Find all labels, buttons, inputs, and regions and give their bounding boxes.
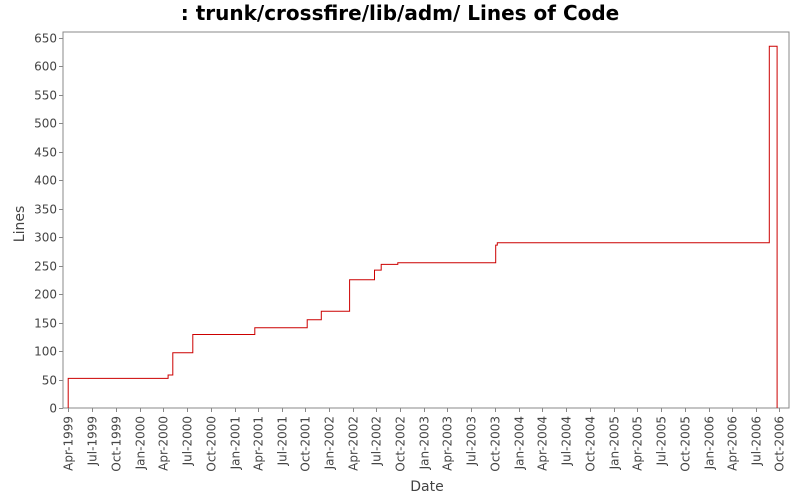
y-tick-label: 450 <box>34 146 57 160</box>
x-tick-label: Apr-2000 <box>157 416 171 471</box>
y-tick-label: 600 <box>34 60 57 74</box>
x-tick-label: Jan-2000 <box>134 416 148 470</box>
x-tick-label: Jul-2002 <box>370 416 384 466</box>
chart-title: : trunk/crossfire/lib/adm/ Lines of Code <box>180 1 620 25</box>
x-tick-label: Apr-1999 <box>62 416 76 471</box>
x-tick-label: Jul-2004 <box>560 416 574 466</box>
x-axis-label: Date <box>410 479 443 495</box>
x-tick-label: Jan-2006 <box>703 416 717 470</box>
x-tick-label: Oct-2003 <box>489 416 503 472</box>
x-tick-label: Oct-2002 <box>394 416 408 472</box>
series-layer <box>67 45 778 408</box>
x-tick-label: Jan-2004 <box>513 416 527 470</box>
x-tick-label: Apr-2006 <box>726 416 740 471</box>
x-tick-label: Jul-2003 <box>465 416 479 466</box>
x-tick-label: Jan-2002 <box>323 416 337 470</box>
y-tick-label: 350 <box>34 203 57 217</box>
series-line <box>67 45 778 408</box>
x-axis: Apr-1999 Jul-1999 Oct-1999 Jan-2000 Apr-2000… <box>62 408 787 472</box>
x-tick-label: Jan-2005 <box>608 416 622 470</box>
y-axis-label: Lines <box>12 206 28 242</box>
y-tick-label: 150 <box>34 317 57 331</box>
x-tick-label: Apr-2005 <box>631 416 645 471</box>
y-tick-label: 200 <box>34 288 57 302</box>
x-tick-label: Oct-2006 <box>773 416 787 472</box>
plot-area <box>62 31 790 409</box>
y-tick-label: 500 <box>34 117 57 131</box>
x-tick-label: Apr-2002 <box>347 416 361 471</box>
x-tick-label: Oct-1999 <box>110 416 124 472</box>
x-tick-label: Oct-2004 <box>584 416 598 472</box>
x-tick-label: Jan-2003 <box>418 416 432 470</box>
x-tick-label: Jan-2001 <box>229 416 243 470</box>
y-tick-label: 0 <box>49 402 57 416</box>
y-tick-label: 100 <box>34 345 57 359</box>
x-tick-label: Jul-2000 <box>181 416 195 466</box>
x-tick-label: Oct-2001 <box>299 416 313 472</box>
y-tick-label: 400 <box>34 174 57 188</box>
plot-frame <box>62 31 790 409</box>
x-tick-label: Apr-2001 <box>252 416 266 471</box>
x-tick-label: Jul-2006 <box>750 416 764 466</box>
y-tick-label: 250 <box>34 260 57 274</box>
y-tick-label: 550 <box>34 89 57 103</box>
y-tick-label: 50 <box>42 374 57 388</box>
x-tick-label: Jul-2005 <box>655 416 669 466</box>
x-tick-label: Jul-1999 <box>86 416 100 466</box>
x-tick-label: Oct-2000 <box>205 416 219 472</box>
y-tick-label: 650 <box>34 32 57 46</box>
y-tick-label: 300 <box>34 231 57 245</box>
x-tick-label: Apr-2003 <box>441 416 455 471</box>
y-axis: 0 50 100 150 200 250 300 350 400 450 500 550 600 650 <box>34 32 63 416</box>
x-tick-label: Apr-2004 <box>536 416 550 471</box>
x-tick-label: Jul-2001 <box>276 416 290 466</box>
x-tick-label: Oct-2005 <box>679 416 693 472</box>
